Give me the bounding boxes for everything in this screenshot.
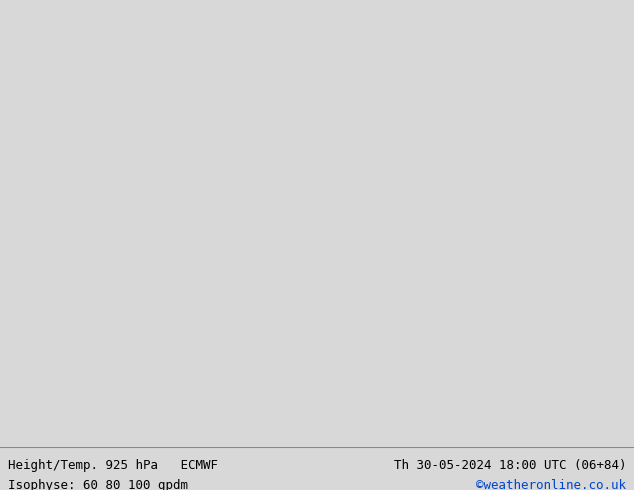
Text: Height/Temp. 925 hPa   ECMWF: Height/Temp. 925 hPa ECMWF [8,459,217,472]
Text: Th 30-05-2024 18:00 UTC (06+84): Th 30-05-2024 18:00 UTC (06+84) [394,459,626,472]
Text: ©weatheronline.co.uk: ©weatheronline.co.uk [476,479,626,490]
Text: Isophyse: 60 80 100 gpdm: Isophyse: 60 80 100 gpdm [8,479,188,490]
